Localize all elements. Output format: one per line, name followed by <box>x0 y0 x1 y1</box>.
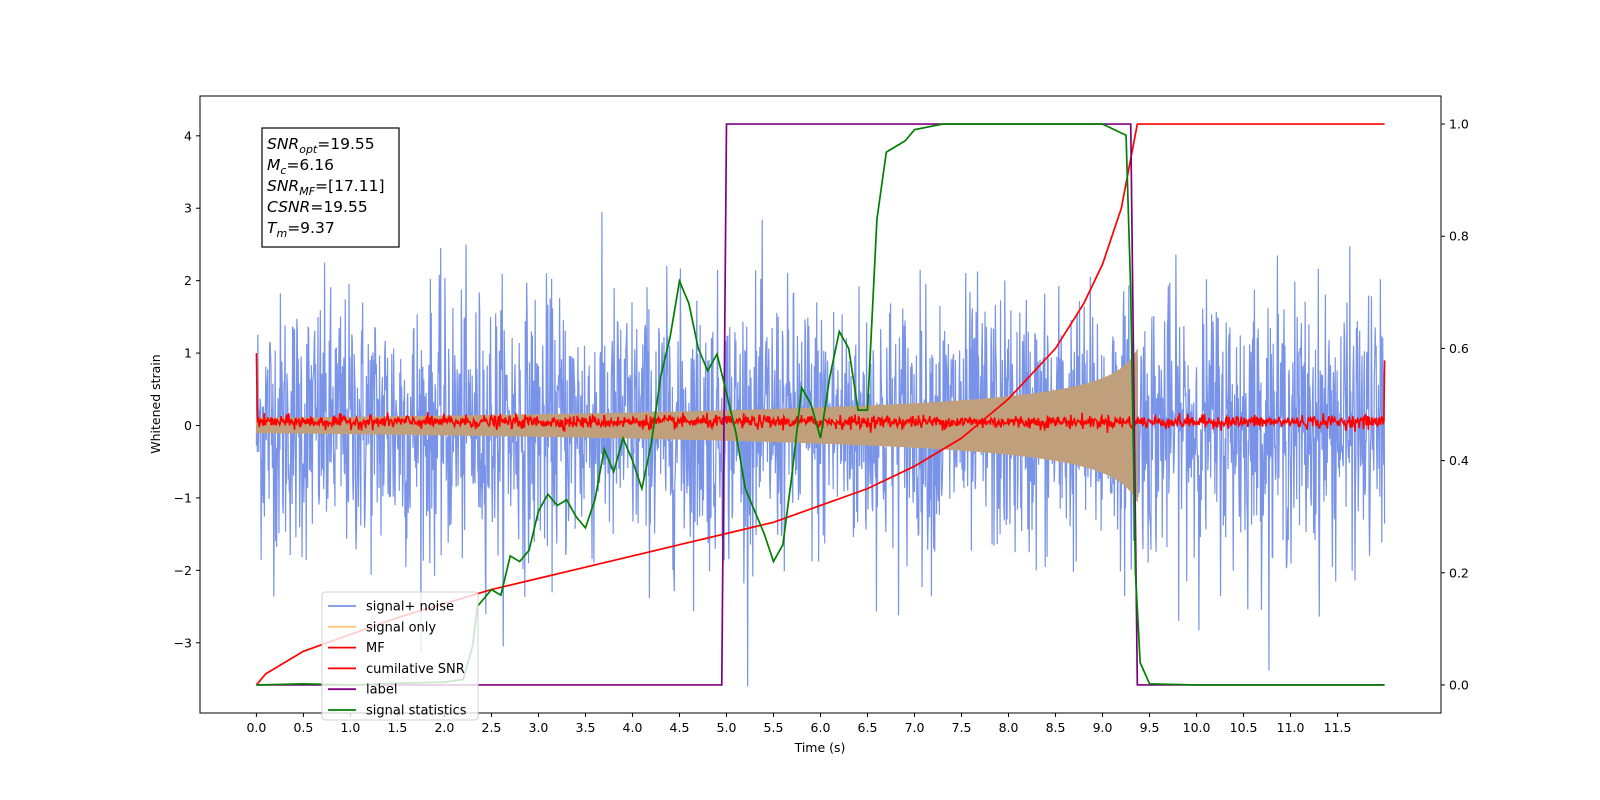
legend-label-signal-statistics: signal statistics <box>366 704 467 719</box>
y-tick-label: 2 <box>184 273 192 288</box>
x-tick-label: 5.0 <box>717 720 737 735</box>
stat-csnr: CSNR=19.55 <box>267 198 368 216</box>
x-tick-label: 10.0 <box>1183 720 1211 735</box>
series-signal-statistics <box>256 123 1385 686</box>
y2-tick-label: 0.8 <box>1449 229 1469 244</box>
y-tick-label: −1 <box>174 490 192 505</box>
x-tick-label: 8.0 <box>999 720 1019 735</box>
x-axis-label: Time (s) <box>794 740 846 755</box>
stat-m-c: Mc=6.16 <box>267 156 334 177</box>
x-tick-label: 0.0 <box>246 720 266 735</box>
series-signal-only <box>256 347 1138 504</box>
x-tick-label: 11.0 <box>1277 720 1305 735</box>
stat-t-m: Tm=9.37 <box>267 219 335 240</box>
x-tick-label: 1.5 <box>387 720 407 735</box>
stats-box-frame <box>261 127 400 248</box>
stat-snr-opt: SNRopt=19.55 <box>267 135 375 156</box>
x-tick-label: 5.5 <box>764 720 784 735</box>
y-tick-label: 1 <box>184 346 192 361</box>
x-tick-label: 1.0 <box>340 720 360 735</box>
legend-label-cumilative-snr: cumilative SNR <box>366 662 465 677</box>
y2-tick-label: 1.0 <box>1449 117 1469 132</box>
y-tick-label: −2 <box>174 563 192 578</box>
stats-annotation-box: SNRopt=19.55Mc=6.16SNRMF=[17.11]CSNR=19.… <box>261 127 400 248</box>
y2-tick-label: 0.2 <box>1449 565 1469 580</box>
y-tick-label: −3 <box>174 635 192 650</box>
stat-snr-mf: SNRMF=[17.11] <box>267 177 385 198</box>
x-tick-label: 6.5 <box>858 720 878 735</box>
x-tick-label: 2.0 <box>434 720 454 735</box>
legend-label-label: label <box>366 683 397 698</box>
legend-frame <box>321 591 479 721</box>
series-mf <box>255 353 1386 433</box>
y-axis-ticks: −3 −2 −1 0 1 2 3 4 <box>174 128 200 650</box>
legend: signal+ noise signal only MF cumilative SNR… <box>321 591 479 721</box>
y-tick-label: 0 <box>184 418 192 433</box>
y2-tick-label: 0.0 <box>1449 677 1469 692</box>
x-tick-label: 3.0 <box>529 720 549 735</box>
y2-axis-ticks: 0.0 0.2 0.4 0.6 0.8 1.0 <box>1441 117 1469 692</box>
x-tick-label: 3.5 <box>576 720 596 735</box>
x-tick-label: 10.5 <box>1230 720 1258 735</box>
x-tick-label: 7.5 <box>952 720 972 735</box>
x-tick-label: 11.5 <box>1324 720 1352 735</box>
x-tick-label: 9.5 <box>1140 720 1160 735</box>
y2-tick-label: 0.4 <box>1449 453 1469 468</box>
x-tick-label: 6.0 <box>811 720 831 735</box>
x-axis-ticks: 0.0 0.5 1.0 1.5 2.0 2.5 3.0 3.5 4.0 4.5 5.0 5.5 6.0 6… <box>246 713 1352 735</box>
x-tick-label: 8.5 <box>1046 720 1066 735</box>
legend-label-mf: MF <box>366 641 385 656</box>
y-tick-label: 4 <box>184 128 192 143</box>
y-tick-label: 3 <box>184 201 192 216</box>
x-tick-label: 4.5 <box>670 720 690 735</box>
x-tick-label: 7.0 <box>905 720 925 735</box>
y-axis-label: Whitened strain <box>148 354 163 453</box>
legend-label-signal-only: signal only <box>366 620 436 635</box>
x-tick-label: 0.5 <box>293 720 313 735</box>
x-tick-label: 9.0 <box>1093 720 1113 735</box>
y2-tick-label: 0.6 <box>1449 341 1469 356</box>
x-tick-label: 4.0 <box>623 720 643 735</box>
x-tick-label: 2.5 <box>482 720 502 735</box>
legend-label-signal-noise: signal+ noise <box>366 600 454 615</box>
